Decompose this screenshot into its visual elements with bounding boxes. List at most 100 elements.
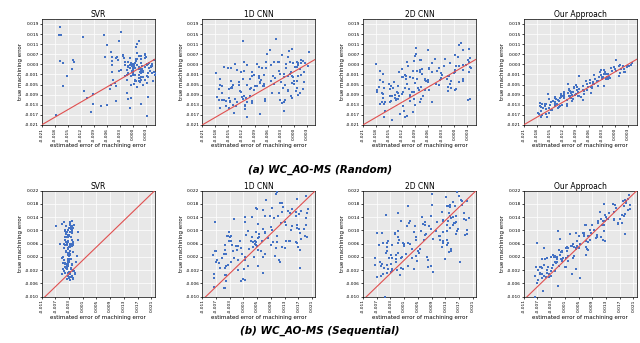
Point	[67, 230, 77, 235]
Point	[598, 83, 609, 89]
Point	[209, 275, 219, 281]
Point	[280, 219, 290, 225]
Point	[250, 83, 260, 89]
Point	[437, 73, 447, 78]
Point	[551, 260, 561, 266]
Point	[221, 263, 231, 268]
Point	[223, 95, 234, 101]
Point	[376, 263, 386, 269]
Point	[416, 96, 426, 102]
Point	[400, 85, 410, 91]
Point	[65, 229, 75, 235]
Point	[421, 78, 431, 84]
Point	[600, 213, 610, 218]
Point	[547, 108, 557, 113]
Point	[426, 213, 436, 219]
Point	[249, 254, 259, 259]
Point	[260, 213, 270, 218]
Point	[60, 265, 70, 271]
Point	[620, 69, 630, 74]
Point	[123, 64, 133, 70]
Point	[553, 105, 563, 111]
Point	[564, 93, 575, 99]
Point	[147, 71, 157, 76]
Point	[417, 71, 428, 76]
Point	[111, 98, 122, 103]
Point	[397, 267, 408, 272]
Point	[285, 211, 295, 216]
Point	[563, 90, 573, 95]
Point	[51, 223, 61, 229]
Point	[388, 85, 398, 91]
Point	[295, 230, 305, 236]
Point	[615, 63, 625, 68]
Point	[125, 66, 136, 71]
Point	[128, 70, 138, 75]
Point	[573, 233, 584, 238]
Point	[572, 239, 582, 244]
Point	[458, 62, 468, 68]
Point	[585, 227, 595, 233]
Point	[609, 216, 620, 222]
Point	[228, 248, 238, 253]
Point	[391, 259, 401, 265]
Point	[240, 257, 250, 262]
Point	[64, 270, 74, 275]
Point	[392, 240, 403, 245]
Point	[465, 55, 475, 61]
Point	[588, 79, 598, 85]
Point	[545, 103, 556, 108]
X-axis label: estimated error of machining error: estimated error of machining error	[51, 143, 146, 148]
Point	[621, 198, 632, 203]
Point	[452, 226, 463, 231]
Point	[152, 47, 162, 52]
Point	[283, 54, 293, 60]
Point	[622, 64, 632, 70]
Point	[394, 91, 404, 96]
Point	[255, 111, 265, 117]
Point	[445, 79, 456, 84]
Point	[396, 265, 406, 271]
Point	[444, 73, 454, 79]
Point	[558, 89, 568, 95]
Point	[414, 250, 424, 256]
Point	[61, 262, 72, 267]
Point	[253, 248, 263, 253]
Point	[62, 234, 72, 240]
Point	[65, 251, 76, 256]
Point	[259, 72, 269, 78]
Point	[450, 221, 460, 226]
Point	[412, 76, 422, 82]
Point	[158, 65, 168, 71]
Point	[557, 102, 567, 108]
Point	[275, 97, 285, 103]
Point	[604, 74, 614, 80]
Point	[580, 244, 591, 249]
Point	[68, 276, 78, 282]
Point	[300, 223, 310, 228]
Point	[587, 222, 597, 227]
Point	[136, 102, 146, 107]
Point	[551, 96, 561, 102]
Point	[563, 81, 573, 87]
X-axis label: estimated error of machining error: estimated error of machining error	[51, 315, 146, 320]
Point	[382, 248, 392, 253]
Point	[550, 254, 560, 259]
Point	[405, 94, 415, 100]
Point	[602, 75, 612, 81]
Point	[68, 226, 78, 231]
Point	[445, 213, 456, 218]
Point	[391, 97, 401, 102]
Point	[423, 47, 433, 52]
Point	[248, 239, 259, 245]
Point	[292, 225, 302, 231]
Point	[575, 242, 585, 247]
Point	[70, 271, 81, 276]
Point	[602, 71, 612, 77]
Point	[611, 205, 621, 211]
Point	[553, 283, 563, 288]
Point	[252, 61, 262, 67]
Point	[613, 222, 623, 227]
Point	[435, 237, 445, 243]
Point	[300, 234, 310, 239]
